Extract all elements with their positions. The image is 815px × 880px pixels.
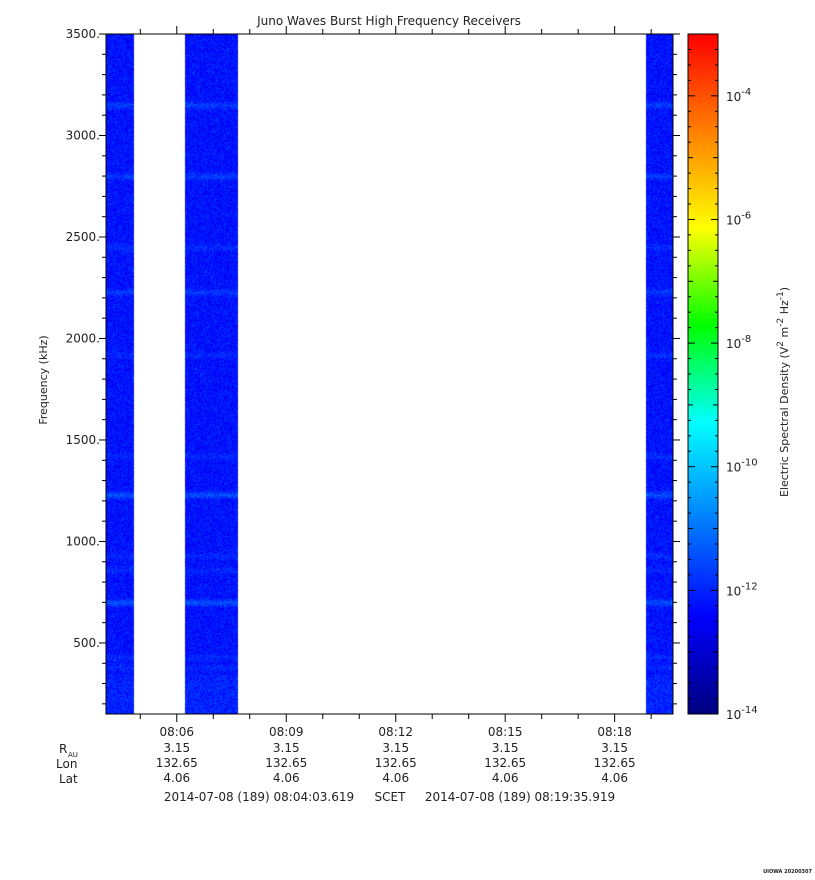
time-range-scet: SCET — [375, 790, 407, 804]
colorbar-tick-label: 10-6 — [726, 210, 751, 227]
spectrogram-plot — [105, 33, 674, 715]
y-tick-label: 2000. — [66, 331, 100, 345]
x-tick-label: 08:06 — [159, 725, 194, 739]
y-tick-label: 3500. — [66, 27, 100, 41]
plot-frame — [105, 33, 674, 715]
colorbar-tick-label: 10-4 — [726, 87, 751, 104]
colorbar-tick-label: 10-10 — [726, 458, 758, 475]
x-tick-label: 08:12 — [378, 725, 413, 739]
ephemeris-lon-value: 132.65 — [156, 756, 198, 770]
colorbar: 10-4 10-6 10-8 10-10 10-12 10-14 — [687, 33, 758, 722]
x-axis: 08:06 08:09 08:12 08:15 08:18 — [139, 26, 652, 739]
y-tick-label: 2500. — [66, 230, 100, 244]
y-axis: 500. 1000. 1500. 2000. 2500. 3000. 3500. — [66, 27, 680, 705]
y-tick-label: 1500. — [66, 433, 100, 447]
ephemeris-r-value: 3.15 — [492, 741, 519, 755]
ephemeris-lat-value: 4.06 — [273, 771, 300, 785]
colorbar-tick-label: 10-12 — [726, 581, 758, 598]
x-tick-label: 08:18 — [597, 725, 632, 739]
y-axis-label: Frequency (kHz) — [37, 335, 50, 424]
ephemeris-r-value: 3.15 — [382, 741, 409, 755]
x-tick-label: 08:15 — [488, 725, 523, 739]
y-tick-label: 500. — [73, 636, 100, 650]
ephemeris-lon-value: 132.65 — [594, 756, 636, 770]
ephemeris-r-value: 3.15 — [601, 741, 628, 755]
time-range-start: 2014-07-08 (189) 08:04:03.619 — [164, 790, 354, 804]
ephemeris-r-value: 3.15 — [273, 741, 300, 755]
ephemeris-lat-value: 4.06 — [382, 771, 409, 785]
chart-title: Juno Waves Burst High Frequency Receiver… — [256, 14, 521, 28]
ephemeris-label-r-sub: AU — [68, 751, 78, 759]
colorbar-label: Electric Spectral Density (V2 m-2 Hz-1) — [776, 287, 791, 497]
ephemeris-r-value: 3.15 — [163, 741, 190, 755]
ephemeris-label-lon: Lon — [56, 757, 77, 771]
spectrogram-image — [106, 34, 673, 714]
ephemeris-lat-value: 4.06 — [163, 771, 190, 785]
y-tick-label: 1000. — [66, 534, 100, 548]
ephemeris-lon-value: 132.65 — [265, 756, 307, 770]
ephemeris-table: R AULonLat3.15132.654.063.15132.654.063.1… — [56, 741, 636, 786]
colorbar-tick-label: 10-14 — [726, 705, 758, 722]
colorbar-gradient — [687, 33, 719, 715]
ephemeris-lat-value: 4.06 — [492, 771, 519, 785]
colorbar-tick-label: 10-8 — [726, 334, 751, 351]
y-tick-label: 3000. — [66, 128, 100, 142]
ephemeris-lon-value: 132.65 — [484, 756, 526, 770]
ephemeris-lat-value: 4.06 — [601, 771, 628, 785]
ephemeris-label-r: R — [59, 742, 67, 756]
footer-credit: UIOWA 20200307 — [763, 869, 812, 875]
x-tick-label: 08:09 — [269, 725, 304, 739]
time-range-end: 2014-07-08 (189) 08:19:35.919 — [425, 790, 615, 804]
ephemeris-label-lat: Lat — [59, 772, 78, 786]
ephemeris-lon-value: 132.65 — [375, 756, 417, 770]
